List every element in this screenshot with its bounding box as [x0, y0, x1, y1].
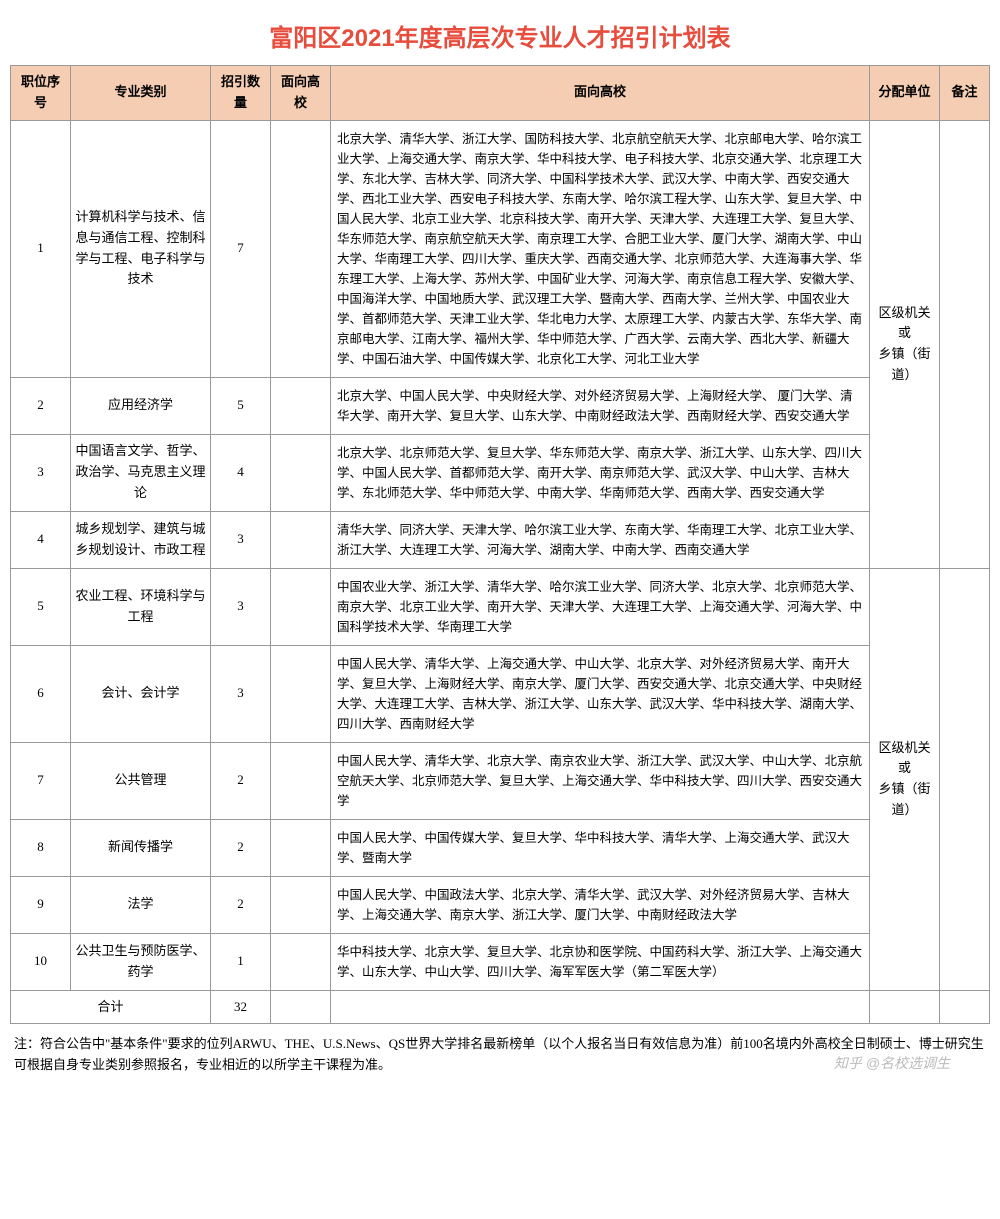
cell-count: 2 — [211, 742, 271, 819]
total-label: 合计 — [11, 990, 211, 1024]
cell-remark — [940, 568, 990, 990]
table-row: 6会计、会计学3 中国人民大学、清华大学、上海交通大学、中山大学、北京大学、对外经… — [11, 645, 990, 742]
cell-universities: 中国人民大学、中国传媒大学、复旦大学、华中科技大学、清华大学、上海交通大学、武汉… — [331, 819, 870, 876]
cell-no: 7 — [11, 742, 71, 819]
cell-universities: 清华大学、同济大学、天津大学、哈尔滨工业大学、东南大学、华南理工大学、北京工业大… — [331, 511, 870, 568]
recruitment-table: 职位序号 专业类别 招引数量 面向高校 面向高校 分配单位 备注 1计算机科学与… — [10, 65, 990, 1024]
total-empty — [870, 990, 940, 1024]
cell-major: 城乡规划学、建筑与城乡规划设计、市政工程 — [71, 511, 211, 568]
cell-target1 — [271, 876, 331, 933]
watermark: 知乎 @名校选调生 — [834, 1052, 950, 1074]
cell-major: 应用经济学 — [71, 377, 211, 434]
cell-universities: 中国人民大学、清华大学、北京大学、南京农业大学、浙江大学、武汉大学、中山大学、北… — [331, 742, 870, 819]
total-empty — [940, 990, 990, 1024]
cell-major: 农业工程、环境科学与工程 — [71, 568, 211, 645]
table-row: 3中国语言文学、哲学、政治学、马克思主义理论4 北京大学、北京师范大学、复旦大学、… — [11, 434, 990, 511]
header-target1: 面向高校 — [271, 66, 331, 121]
cell-major: 中国语言文学、哲学、政治学、马克思主义理论 — [71, 434, 211, 511]
cell-universities: 北京大学、中国人民大学、中央财经大学、对外经济贸易大学、上海财经大学、 厦门大学… — [331, 377, 870, 434]
cell-universities: 北京大学、清华大学、浙江大学、国防科技大学、北京航空航天大学、北京邮电大学、哈尔… — [331, 120, 870, 377]
header-unit: 分配单位 — [870, 66, 940, 121]
cell-target1 — [271, 933, 331, 990]
cell-no: 5 — [11, 568, 71, 645]
header-row: 职位序号 专业类别 招引数量 面向高校 面向高校 分配单位 备注 — [11, 66, 990, 121]
cell-major: 新闻传播学 — [71, 819, 211, 876]
table-row: 10公共卫生与预防医学、药学1 华中科技大学、北京大学、复旦大学、北京协和医学院、… — [11, 933, 990, 990]
cell-count: 4 — [211, 434, 271, 511]
cell-no: 10 — [11, 933, 71, 990]
cell-count: 3 — [211, 568, 271, 645]
cell-no: 8 — [11, 819, 71, 876]
cell-universities: 华中科技大学、北京大学、复旦大学、北京协和医学院、中国药科大学、浙江大学、上海交… — [331, 933, 870, 990]
total-row: 合计32 — [11, 990, 990, 1024]
table-row: 8新闻传播学2 中国人民大学、中国传媒大学、复旦大学、华中科技大学、清华大学、上海… — [11, 819, 990, 876]
cell-no: 6 — [11, 645, 71, 742]
table-row: 1计算机科学与技术、信息与通信工程、控制科学与工程、电子科学与技术7北京大学、清… — [11, 120, 990, 377]
total-empty — [271, 990, 331, 1024]
cell-target1 — [271, 377, 331, 434]
cell-remark — [940, 120, 990, 568]
table-row: 9法学2 中国人民大学、中国政法大学、北京大学、清华大学、武汉大学、对外经济贸易大… — [11, 876, 990, 933]
cell-no: 9 — [11, 876, 71, 933]
header-count: 招引数量 — [211, 66, 271, 121]
cell-major: 计算机科学与技术、信息与通信工程、控制科学与工程、电子科学与技术 — [71, 120, 211, 377]
cell-target1 — [271, 742, 331, 819]
cell-target1 — [271, 645, 331, 742]
cell-count: 2 — [211, 876, 271, 933]
page-title: 富阳区2021年度高层次专业人才招引计划表 — [10, 10, 990, 65]
cell-unit: 区级机关或乡镇（街道） — [870, 120, 940, 568]
cell-target1 — [271, 819, 331, 876]
cell-count: 2 — [211, 819, 271, 876]
table-row: 5农业工程、环境科学与工程3 中国农业大学、浙江大学、清华大学、哈尔滨工业大学、同… — [11, 568, 990, 645]
table-row: 2应用经济学5 北京大学、中国人民大学、中央财经大学、对外经济贸易大学、上海财经大… — [11, 377, 990, 434]
total-empty — [331, 990, 870, 1024]
cell-major: 法学 — [71, 876, 211, 933]
cell-no: 4 — [11, 511, 71, 568]
cell-universities: 中国人民大学、中国政法大学、北京大学、清华大学、武汉大学、对外经济贸易大学、吉林… — [331, 876, 870, 933]
cell-target1 — [271, 568, 331, 645]
header-major: 专业类别 — [71, 66, 211, 121]
cell-major: 公共管理 — [71, 742, 211, 819]
cell-no: 3 — [11, 434, 71, 511]
header-universities: 面向高校 — [331, 66, 870, 121]
cell-major: 公共卫生与预防医学、药学 — [71, 933, 211, 990]
table-row: 7公共管理2 中国人民大学、清华大学、北京大学、南京农业大学、浙江大学、武汉大学、… — [11, 742, 990, 819]
header-no: 职位序号 — [11, 66, 71, 121]
footnote: 注：符合公告中"基本条件"要求的位列ARWU、THE、U.S.News、QS世界… — [10, 1024, 990, 1080]
table-row: 4城乡规划学、建筑与城乡规划设计、市政工程3 清华大学、同济大学、天津大学、哈尔滨… — [11, 511, 990, 568]
cell-count: 7 — [211, 120, 271, 377]
cell-universities: 中国农业大学、浙江大学、清华大学、哈尔滨工业大学、同济大学、北京大学、北京师范大… — [331, 568, 870, 645]
cell-count: 1 — [211, 933, 271, 990]
cell-universities: 中国人民大学、清华大学、上海交通大学、中山大学、北京大学、对外经济贸易大学、南开… — [331, 645, 870, 742]
cell-universities: 北京大学、北京师范大学、复旦大学、华东师范大学、南京大学、浙江大学、山东大学、四… — [331, 434, 870, 511]
cell-no: 2 — [11, 377, 71, 434]
cell-target1 — [271, 120, 331, 377]
total-count: 32 — [211, 990, 271, 1024]
cell-major: 会计、会计学 — [71, 645, 211, 742]
cell-unit: 区级机关或乡镇（街道） — [870, 568, 940, 990]
cell-count: 3 — [211, 645, 271, 742]
cell-count: 5 — [211, 377, 271, 434]
cell-target1 — [271, 434, 331, 511]
cell-no: 1 — [11, 120, 71, 377]
header-remark: 备注 — [940, 66, 990, 121]
cell-count: 3 — [211, 511, 271, 568]
cell-target1 — [271, 511, 331, 568]
